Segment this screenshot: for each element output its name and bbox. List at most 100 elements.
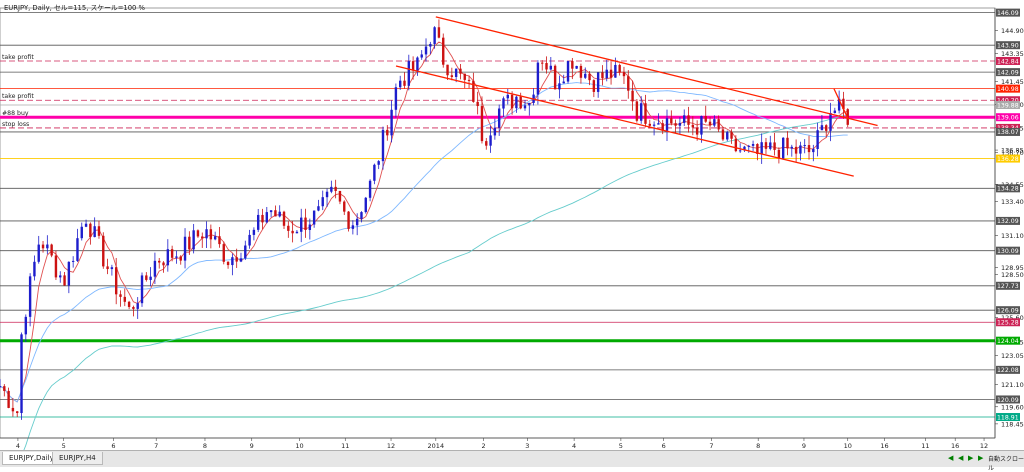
scroll-right-icon[interactable]: ▶ <box>968 454 974 462</box>
candle-body-112 <box>480 106 484 142</box>
candle-body-90 <box>386 129 389 136</box>
candle-body-110 <box>472 80 475 102</box>
price-tick-label-9: 131.10 <box>1001 232 1024 240</box>
candle-body-36 <box>153 260 157 277</box>
candle-body-93 <box>399 80 402 88</box>
candle-body-161 <box>691 124 695 128</box>
price-tick-label-11: 128.50 <box>1001 271 1024 279</box>
candle-body-131 <box>562 81 565 84</box>
trendline-0 <box>435 16 878 127</box>
candle-body-143 <box>614 64 617 78</box>
candle-body-88 <box>377 161 380 165</box>
candle-body-111 <box>476 101 479 107</box>
candle-body-73 <box>312 210 316 225</box>
candle-body-171 <box>734 138 738 152</box>
candle-body-164 <box>704 116 707 122</box>
tab-eurjpy-h4[interactable]: EURJPY,H4 <box>52 452 103 465</box>
candle-body-64 <box>274 210 277 217</box>
candle-body-42 <box>179 256 182 261</box>
candle-body-35 <box>149 276 152 280</box>
candle-body-84 <box>360 212 363 219</box>
candle-body-82 <box>351 225 355 229</box>
candle-body-45 <box>192 230 195 250</box>
candle-body-152 <box>652 124 656 126</box>
candle-body-120 <box>515 96 518 109</box>
price-tick-label-5: 136.85 <box>1001 147 1024 155</box>
candle-body-80 <box>343 201 346 212</box>
level-tag-4 <box>996 84 1020 93</box>
candle-body-142 <box>609 69 613 78</box>
time-tick-label-12: 4 <box>572 442 576 450</box>
level-tag-9 <box>996 127 1020 136</box>
candle-body-139 <box>596 72 600 92</box>
price-tick-label-6: 136.70 <box>1001 149 1024 157</box>
scroll-left-icon[interactable]: ◀ <box>948 454 954 462</box>
candle-body-127 <box>545 63 548 70</box>
candle-body-2 <box>7 390 10 408</box>
candle-body-104 <box>446 64 449 76</box>
candle-body-190 <box>816 130 819 150</box>
candle-body-174 <box>747 145 750 147</box>
candle-body-114 <box>489 135 492 146</box>
scroll-left-fast-icon[interactable]: ◀ <box>958 454 964 462</box>
level-tag-label-18: 122.08 <box>997 367 1019 374</box>
time-tick-label-21: 16 <box>951 442 959 450</box>
candle-body-50 <box>213 236 217 240</box>
candle-body-78 <box>334 186 337 191</box>
candle-body-158 <box>678 122 682 126</box>
candle-body-136 <box>584 73 587 78</box>
candle-body-134 <box>575 65 578 69</box>
autoscroll-label[interactable]: 自動スクロール <box>988 456 1024 472</box>
time-tick-label-4: 8 <box>203 442 207 450</box>
level-tag-label-20: 118.91 <box>997 414 1019 421</box>
level-tag-5 <box>996 96 1020 105</box>
candle-body-106 <box>454 68 458 77</box>
time-tick-label-11: 3 <box>525 442 529 450</box>
candle-body-59 <box>252 229 256 235</box>
candle-body-18 <box>76 238 79 261</box>
time-axis: 4 5 6 7 8 9 10 11 12 2014 2 3 4 5 6 7 8 9 10 16 11 16 12 <box>0 437 995 450</box>
level-tag-2 <box>996 56 1020 65</box>
candle-body-122 <box>523 105 527 109</box>
scroll-right-fast-icon[interactable]: ▶ <box>978 454 984 462</box>
candle-body-177 <box>760 142 763 155</box>
level-tag-16 <box>996 318 1020 327</box>
level-tag-label-15: 126.09 <box>997 307 1019 314</box>
level-tag-12 <box>996 216 1020 225</box>
candle-body-153 <box>657 123 660 125</box>
candle-body-57 <box>244 245 247 259</box>
time-tick-label-19: 16 <box>880 442 888 450</box>
time-tick-label-14: 6 <box>662 442 666 450</box>
price-tick-label-0: 144.90 <box>1001 27 1024 35</box>
candle-body-68 <box>291 230 294 234</box>
candle-body-1 <box>3 386 6 391</box>
candle-body-52 <box>222 244 225 262</box>
candle-body-56 <box>239 258 243 262</box>
candle-body-176 <box>756 144 759 155</box>
level-tag-label-11: 134.28 <box>997 186 1019 193</box>
price-axis: 144.90143.35141.45139.90138.35136.85136.… <box>994 8 1024 438</box>
candle-body-107 <box>459 68 462 74</box>
candle-body-40 <box>170 249 174 258</box>
level-tag-17 <box>996 336 1020 345</box>
candle-body-163 <box>700 116 703 135</box>
candle-body-21 <box>89 223 92 238</box>
candle-body-170 <box>730 132 733 139</box>
candle-body-151 <box>648 123 651 126</box>
candle-body-43 <box>183 236 187 261</box>
level-tag-label-7: 139.06 <box>997 115 1019 122</box>
chart-header: EURJPY, Daily, セル=115, スケール=100 % <box>4 4 145 12</box>
time-tick-label-18: 10 <box>844 442 852 450</box>
candle-body-98 <box>420 54 423 58</box>
time-tick-label-0: 4 <box>16 442 20 450</box>
candlesticks <box>0 19 849 420</box>
candle-body-129 <box>553 65 557 90</box>
candle-body-17 <box>71 260 75 262</box>
candle-body-173 <box>743 146 746 151</box>
candle-body-11 <box>46 244 49 249</box>
candle-body-192 <box>825 125 828 131</box>
candle-body-27 <box>114 267 118 295</box>
candle-body-121 <box>519 96 522 109</box>
candle-body-33 <box>140 275 144 304</box>
